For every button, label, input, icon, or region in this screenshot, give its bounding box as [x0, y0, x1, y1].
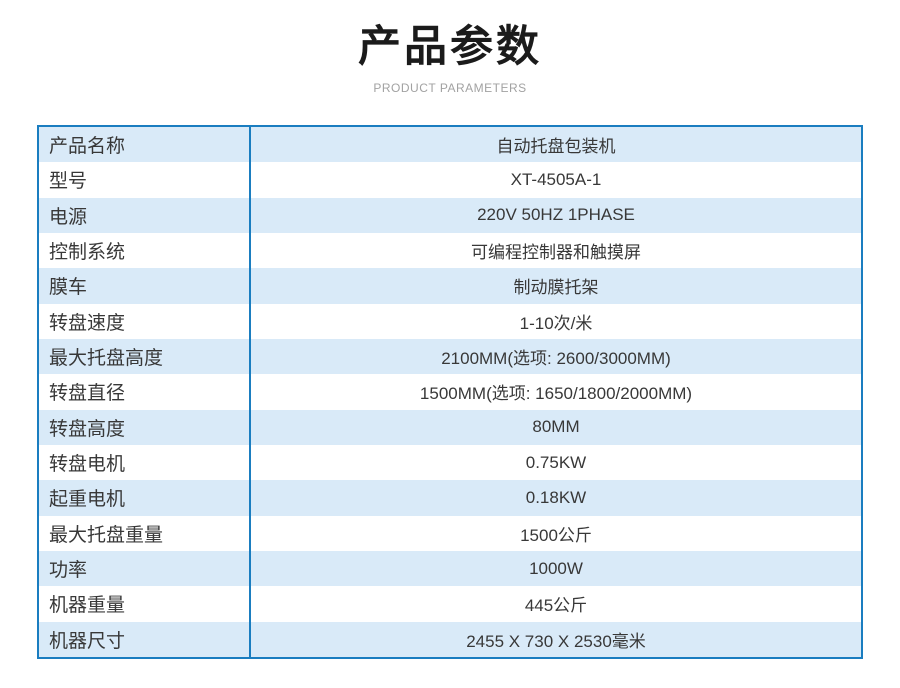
param-value: 1500MM(选项: 1650/1800/2000MM)	[419, 384, 693, 404]
param-value: XT-4505A-1	[510, 169, 602, 189]
table-row: 起重电机 0.18KW	[39, 480, 861, 516]
param-label: 起重电机	[39, 480, 251, 516]
param-label: 机器尺寸	[39, 621, 251, 657]
param-value: 自动托盘包装机	[496, 137, 616, 157]
table-row: 型号 XT-4505A-1	[39, 162, 861, 198]
param-label: 功率	[39, 550, 251, 587]
param-label: 电源	[39, 197, 251, 233]
table-row: 功率 1000W	[39, 550, 861, 587]
param-label: 膜车	[39, 268, 251, 304]
table-row: 产品名称 自动托盘包装机	[39, 127, 861, 163]
param-label: 转盘直径	[39, 374, 251, 410]
table-row: 转盘速度 1-10次/米	[39, 303, 861, 339]
param-label: 最大托盘高度	[39, 338, 251, 375]
param-value: 0.18KW	[525, 487, 587, 507]
param-value: 1000W	[529, 558, 583, 578]
param-label: 控制系统	[39, 232, 251, 269]
table-row: 控制系统 可编程控制器和触摸屏	[39, 232, 861, 269]
table-row: 电源 220V 50HZ 1PHASE	[39, 197, 861, 233]
param-value: 制动膜托架	[513, 278, 599, 298]
param-label: 最大托盘重量	[39, 515, 251, 551]
spec-table: 产品名称 自动托盘包装机 型号 XT-4505A-1 电源 220V 50HZ …	[37, 125, 863, 659]
table-row: 机器尺寸 2455 X 730 X 2530毫米	[39, 621, 861, 657]
table-row: 最大托盘高度 2100MM(选项: 2600/3000MM)	[39, 338, 861, 375]
param-label: 型号	[39, 162, 251, 198]
param-label: 转盘电机	[39, 444, 251, 481]
param-value: 0.75KW	[525, 452, 587, 472]
table-row: 膜车 制动膜托架	[39, 268, 861, 304]
table-row: 机器重量 445公斤	[39, 586, 861, 622]
param-value: 220V 50HZ 1PHASE	[477, 205, 635, 225]
param-value: 80MM	[532, 417, 580, 437]
param-value: 2455 X 730 X 2530毫米	[466, 631, 646, 651]
param-label: 产品名称	[39, 127, 251, 163]
table-row: 转盘直径 1500MM(选项: 1650/1800/2000MM)	[39, 374, 861, 410]
table-row: 转盘电机 0.75KW	[39, 444, 861, 481]
page-title: 产品参数	[358, 23, 542, 71]
page-subtitle: PRODUCT PARAMETERS	[373, 81, 527, 95]
param-value: 1500公斤	[520, 525, 592, 545]
param-label: 转盘速度	[39, 303, 251, 339]
param-value: 445公斤	[524, 596, 588, 616]
param-value: 1-10次/米	[519, 313, 593, 333]
param-label: 机器重量	[39, 586, 251, 622]
table-row: 转盘高度 80MM	[39, 409, 861, 445]
param-value: 可编程控制器和触摸屏	[471, 243, 641, 263]
table-row: 最大托盘重量 1500公斤	[39, 515, 861, 551]
param-value: 2100MM(选项: 2600/3000MM)	[441, 349, 671, 369]
page-header: 产品参数 PRODUCT PARAMETERS	[0, 0, 900, 96]
param-label: 转盘高度	[39, 409, 251, 445]
